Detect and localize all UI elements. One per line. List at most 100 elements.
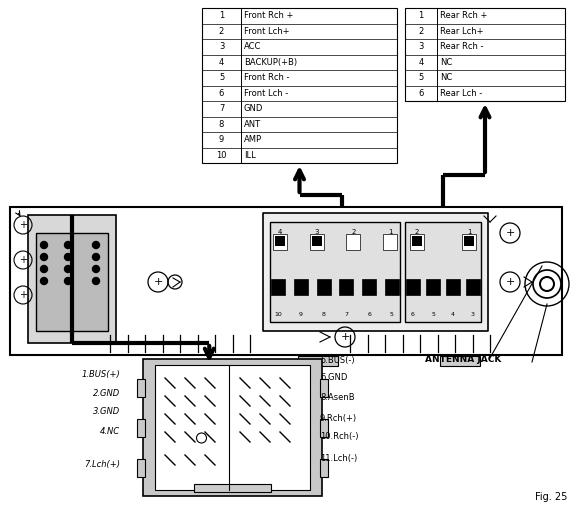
Bar: [273, 234, 287, 250]
Bar: [275, 236, 285, 246]
Text: +: +: [19, 220, 27, 230]
Text: Fig. 25: Fig. 25: [535, 492, 567, 502]
Text: BACKUP(+B): BACKUP(+B): [244, 58, 297, 67]
Text: 6: 6: [219, 89, 224, 98]
Bar: [10, 207, 562, 355]
Text: 5.BUS(-): 5.BUS(-): [320, 355, 354, 365]
Bar: [28, 215, 116, 343]
Bar: [36, 233, 108, 331]
Bar: [271, 279, 285, 295]
Bar: [446, 279, 460, 295]
Bar: [312, 236, 322, 246]
Text: ACC: ACC: [244, 42, 261, 51]
Text: 4: 4: [451, 311, 455, 316]
Text: 4: 4: [219, 58, 224, 67]
Text: GND: GND: [244, 104, 263, 113]
Text: Front Lch -: Front Lch -: [244, 89, 288, 98]
Text: 3: 3: [314, 229, 319, 235]
Text: 7: 7: [219, 104, 224, 113]
Text: +: +: [19, 290, 27, 300]
Bar: [464, 236, 474, 246]
Bar: [362, 279, 376, 295]
Bar: [462, 234, 476, 250]
Text: Rear Lch+: Rear Lch+: [440, 27, 483, 36]
Text: NC: NC: [440, 73, 452, 82]
Text: 3: 3: [418, 42, 424, 51]
Bar: [346, 234, 360, 250]
Text: 6.GND: 6.GND: [320, 374, 347, 383]
Text: Front Rch +: Front Rch +: [244, 11, 294, 20]
Text: Front Lch+: Front Lch+: [244, 27, 290, 36]
Bar: [310, 234, 324, 250]
Text: 1.BUS(+): 1.BUS(+): [81, 370, 120, 379]
Bar: [317, 279, 331, 295]
Text: 3: 3: [219, 42, 224, 51]
Bar: [406, 279, 420, 295]
Text: +: +: [19, 255, 27, 265]
Text: 8: 8: [219, 120, 224, 129]
Circle shape: [93, 278, 100, 285]
Text: Rear Rch -: Rear Rch -: [440, 42, 483, 51]
Bar: [320, 419, 328, 437]
Text: 1: 1: [388, 229, 392, 235]
Bar: [294, 279, 308, 295]
Text: 8: 8: [322, 311, 325, 316]
Text: ANTENNA JACK: ANTENNA JACK: [425, 355, 501, 365]
Text: 6: 6: [411, 311, 415, 316]
Text: 5: 5: [419, 73, 424, 82]
Bar: [202, 8, 397, 163]
Text: 7.Lch(+): 7.Lch(+): [84, 461, 120, 470]
Circle shape: [64, 242, 71, 248]
Text: 2.GND: 2.GND: [93, 388, 120, 398]
Text: 6: 6: [418, 89, 424, 98]
Text: 10: 10: [216, 151, 227, 160]
Text: 2: 2: [415, 229, 419, 235]
Bar: [383, 234, 397, 250]
Text: NC: NC: [440, 58, 452, 67]
Bar: [320, 379, 328, 397]
Bar: [155, 365, 310, 490]
Text: 2: 2: [351, 229, 356, 235]
Circle shape: [93, 242, 100, 248]
Text: 3.GND: 3.GND: [93, 408, 120, 417]
Bar: [426, 279, 440, 295]
Text: 9: 9: [219, 135, 224, 144]
Circle shape: [41, 266, 47, 272]
Circle shape: [41, 254, 47, 260]
Bar: [466, 279, 480, 295]
Text: 4.NC: 4.NC: [100, 428, 120, 436]
Text: +: +: [505, 228, 515, 238]
Text: 1: 1: [467, 229, 471, 235]
Text: 1: 1: [219, 11, 224, 20]
Text: AMP: AMP: [244, 135, 262, 144]
Text: +: +: [505, 277, 515, 287]
Text: 5: 5: [431, 311, 435, 316]
Circle shape: [93, 266, 100, 272]
Bar: [194, 484, 271, 492]
Bar: [385, 279, 399, 295]
Text: 7: 7: [345, 311, 349, 316]
Bar: [137, 419, 145, 437]
Text: 2: 2: [219, 27, 224, 36]
Bar: [270, 222, 400, 322]
Bar: [320, 459, 328, 477]
Bar: [405, 222, 481, 322]
Bar: [405, 8, 565, 101]
Text: Rear Lch -: Rear Lch -: [440, 89, 482, 98]
Text: 1: 1: [419, 11, 424, 20]
Bar: [137, 379, 145, 397]
Text: ANT: ANT: [244, 120, 261, 129]
Circle shape: [41, 278, 47, 285]
Text: 2: 2: [419, 27, 424, 36]
Bar: [412, 236, 422, 246]
Text: ILL: ILL: [244, 151, 256, 160]
Text: 3: 3: [471, 311, 475, 316]
Bar: [339, 279, 353, 295]
Text: 9: 9: [299, 311, 303, 316]
Bar: [137, 459, 145, 477]
Bar: [440, 356, 480, 366]
Circle shape: [64, 278, 71, 285]
Bar: [263, 213, 488, 331]
Text: 5: 5: [390, 311, 394, 316]
Text: 4: 4: [419, 58, 424, 67]
